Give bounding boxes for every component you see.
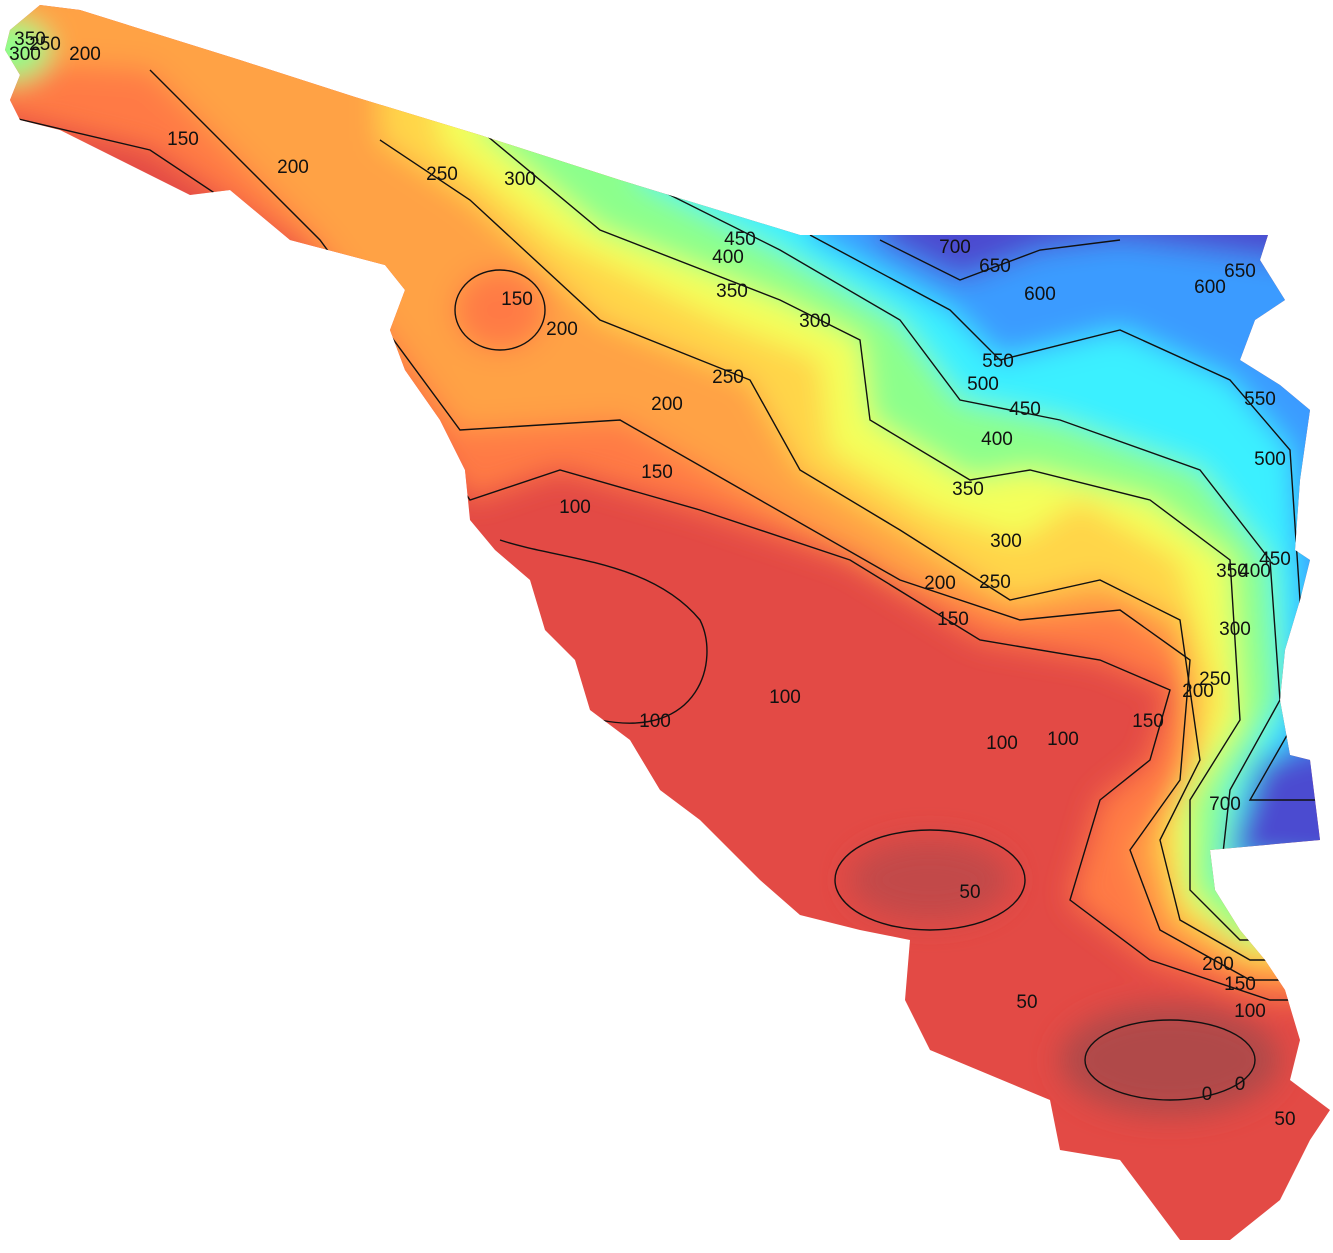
contour-label: 650	[1224, 261, 1256, 282]
contour-label: 50	[959, 882, 980, 903]
contour-label: 150	[167, 129, 199, 150]
contour-label: 550	[982, 351, 1014, 372]
contour-label: 300	[1219, 619, 1251, 640]
contour-label: 150	[1224, 974, 1256, 995]
contour-label: 450	[1259, 549, 1291, 570]
contour-label: 50	[1016, 992, 1037, 1013]
contour-label: 0	[1202, 1084, 1213, 1105]
contour-label: 300	[990, 531, 1022, 552]
contour-label: 150	[501, 289, 533, 310]
contour-label: 600	[1194, 277, 1226, 298]
contour-label: 200	[1182, 681, 1214, 702]
contour-label: 100	[559, 497, 591, 518]
contour-label: 150	[1132, 711, 1164, 732]
contour-label: 500	[967, 374, 999, 395]
contour-label: 550	[1244, 389, 1276, 410]
contour-label: 600	[1024, 284, 1056, 305]
contour-label: 250	[426, 164, 458, 185]
contour-label: 350	[952, 479, 984, 500]
contour-label: 250	[979, 572, 1011, 593]
contour-label: 500	[1254, 449, 1286, 470]
contour-label: 700	[1209, 794, 1241, 815]
contour-label: 300	[9, 44, 41, 65]
contour-label: 200	[651, 394, 683, 415]
contour-label: 650	[979, 256, 1011, 277]
contour-label: 200	[277, 157, 309, 178]
contour-label: 200	[924, 573, 956, 594]
contour-label: 200	[69, 44, 101, 65]
contour-label: 150	[641, 462, 673, 483]
contour-label: 300	[799, 311, 831, 332]
contour-label: 200	[546, 319, 578, 340]
contour-label: 350	[14, 29, 46, 50]
contour-label: 50	[1274, 1109, 1295, 1130]
contour-label: 200	[1202, 954, 1234, 975]
contour-label: 100	[639, 711, 671, 732]
contour-label: 150	[937, 609, 969, 630]
contour-label: 450	[1009, 399, 1041, 420]
contour-label: 250	[29, 34, 61, 55]
contour-label: 0	[1235, 1074, 1246, 1095]
contour-label: 400	[981, 429, 1013, 450]
contour-label: 700	[939, 237, 971, 258]
contour-label: 400	[712, 247, 744, 268]
contour-label: 100	[769, 687, 801, 708]
contour-label: 250	[712, 367, 744, 388]
contour-label: 100	[1234, 1001, 1266, 1022]
contour-lines	[5, 69, 1330, 1101]
contour-label: 300	[504, 169, 536, 190]
contour-label: 100	[1047, 729, 1079, 750]
contour-label: 100	[986, 733, 1018, 754]
contour-label: 450	[724, 229, 756, 250]
contour-label: 400	[1239, 561, 1271, 582]
contour-label: 350	[716, 281, 748, 302]
contour-label: 250	[1199, 669, 1231, 690]
contour-label: 350	[1216, 561, 1248, 582]
